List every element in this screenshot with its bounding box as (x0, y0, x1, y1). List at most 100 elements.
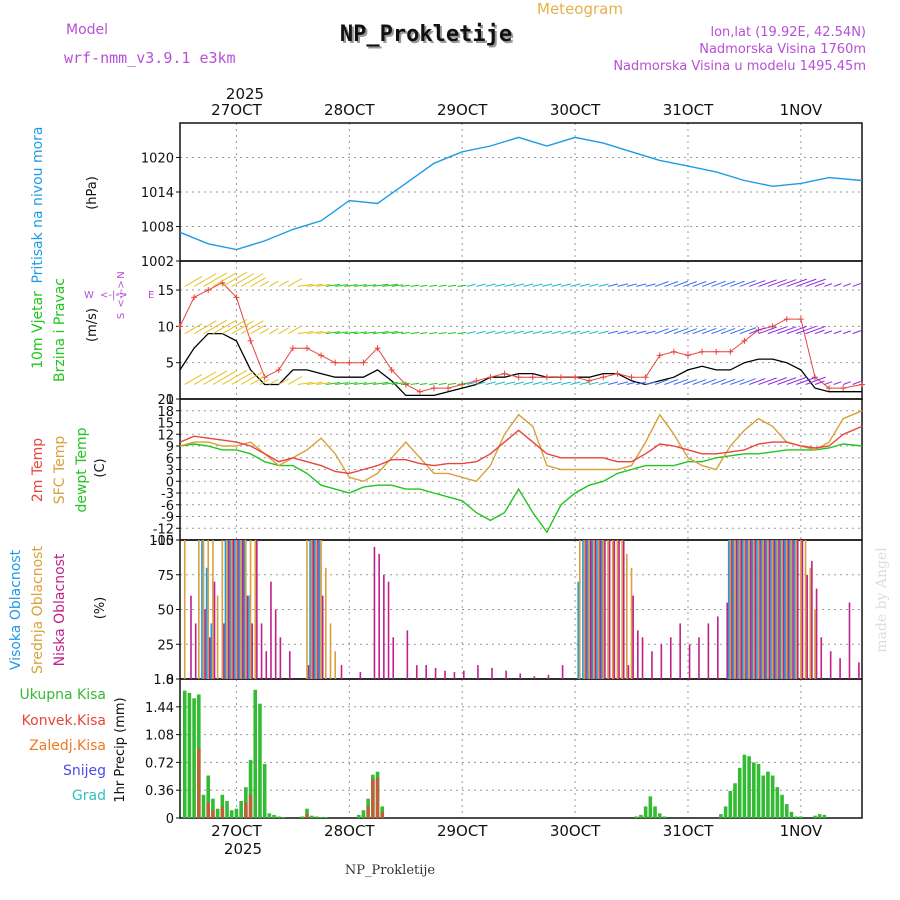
wind-arrow (193, 273, 217, 287)
wind-unit: (m/s) (85, 308, 100, 342)
gust-marker (614, 370, 621, 377)
cloud-bar-srednja (245, 540, 247, 679)
pressure-unit: (hPa) (85, 176, 100, 210)
wind-arrow (720, 378, 736, 385)
cloud-bar-niska (307, 665, 310, 679)
wind-arrow (711, 280, 726, 287)
precip-total-bar (719, 814, 723, 818)
wind-arrow (617, 283, 629, 287)
model-name: wrf-nmm_v3.9.1 e3km (64, 49, 236, 67)
wind-arrow (250, 324, 266, 335)
wind-arrow (589, 381, 599, 385)
wind-arrow (683, 379, 697, 385)
wind-arrow (542, 381, 553, 385)
cloud-bar-srednja (183, 540, 186, 679)
cloud-bar-niska (594, 540, 597, 679)
wind-arrow (448, 332, 457, 335)
precip-total-bar (305, 808, 309, 818)
wind-arrow (739, 378, 757, 385)
wind-arrow (748, 327, 766, 335)
wind-arrow (579, 283, 590, 287)
wind-arrow (476, 283, 486, 287)
wind-arrow (495, 283, 506, 287)
gust-marker (543, 374, 550, 381)
cloud-bar-srednja (800, 540, 802, 679)
wind-arrow (429, 382, 438, 385)
wind-arrow (438, 332, 447, 335)
ytick-label-temp-9: 12 (157, 428, 174, 443)
wind-arrow (777, 279, 797, 287)
precip-conv-bar (206, 802, 211, 818)
precip-total-bar (789, 811, 794, 818)
wind-arrow (382, 330, 398, 335)
cloud-bar-niska (848, 602, 851, 679)
wind-arrow (720, 327, 736, 335)
wind-arrow (325, 381, 341, 385)
model-altitude-text: Nadmorska Visina u modelu 1495.45m (613, 59, 866, 74)
precip-total-bar (314, 816, 319, 818)
cloud-bar-srednja (593, 540, 595, 679)
wind-arrow (448, 284, 457, 287)
cloud-bar-srednja (254, 540, 257, 679)
cloud-bar-srednja (621, 540, 623, 679)
precip-legend: Ukupna Kisa Konvek.Kisa Zaledj.Kisa Snijeg G… (19, 687, 106, 804)
precip-total-bar (742, 754, 747, 818)
precip-total-bar (187, 692, 192, 818)
wind-arrow (607, 330, 619, 335)
wind-arrow (532, 330, 543, 335)
cloud-bar-visoka (582, 540, 584, 679)
wind-arrow (673, 327, 689, 335)
wind-arrow (579, 381, 590, 385)
precip-total-bar (253, 689, 258, 818)
gust-marker (191, 294, 198, 301)
ytick-label-cloud-0: 0 (166, 673, 174, 688)
wind-arrow (636, 330, 647, 335)
wind-arrow (504, 381, 516, 385)
wind-arrow (372, 330, 389, 335)
wind-arrow (767, 377, 787, 385)
wind-arrow (598, 381, 609, 385)
gust-marker (699, 348, 706, 355)
wind-arrow (786, 325, 808, 335)
cloud-bar-niska (213, 581, 216, 679)
pressure-line (179, 136, 863, 251)
wind-arrow (852, 330, 862, 335)
wind-arrow (410, 284, 420, 287)
cloud-bar-niska (792, 540, 794, 679)
wind-arrow (269, 280, 279, 287)
cloud-bar-niska (561, 665, 564, 679)
cloud-bar-visoka (234, 540, 236, 679)
precip-conv-bar (248, 794, 253, 818)
cloud-bar-srednja (329, 623, 332, 679)
cloud-bar-niska (613, 540, 616, 679)
bottom-day-0: 27OCT (211, 822, 262, 840)
precip-conv-bar (375, 777, 380, 818)
wind-arrow (795, 278, 817, 287)
gust-marker (840, 385, 847, 392)
wind-arrow (382, 283, 398, 287)
precip-conv-bar (380, 811, 385, 818)
wind-arrow (814, 380, 825, 385)
gust-marker (247, 337, 254, 344)
cloud-bar-visoka (793, 540, 796, 679)
ytick-label-cloud-4: 100 (149, 534, 174, 549)
wind-arrow (833, 283, 842, 287)
wind-arrow (344, 284, 358, 287)
wind-arrow (777, 377, 797, 385)
wind-arrow (607, 381, 619, 385)
top-day-3: 30OCT (550, 101, 601, 119)
cloud-bar-srednja (212, 540, 214, 679)
cloud-bar-niska (227, 540, 230, 679)
wind-arrow (730, 327, 745, 335)
cloud-bar-niska (373, 546, 376, 679)
cloud-bar-visoka (756, 540, 758, 679)
precip-total-bar (276, 816, 281, 818)
year-top: 2025 (226, 85, 264, 103)
gust-marker (628, 374, 635, 381)
wind-arrow (335, 284, 349, 287)
cloud-bar-niska (599, 540, 602, 679)
wind-arrow (739, 327, 757, 335)
wind-arrow (259, 280, 270, 287)
ytick-label-temp-8: 9 (166, 440, 174, 455)
wind-arrow (485, 330, 496, 335)
